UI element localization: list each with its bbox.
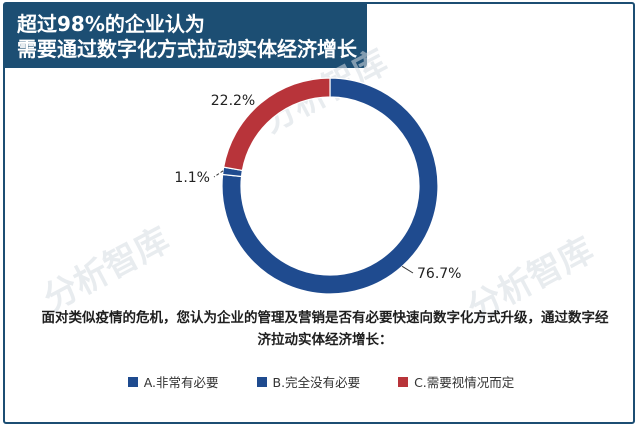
- legend-swatch: [398, 376, 409, 387]
- question-line-1: 面对类似疫情的危机，您认为企业的管理及营销是否有必要快速向数字化方式升级，通过数…: [41, 310, 609, 326]
- question-line-2: 济拉动实体经济增长：: [257, 332, 393, 348]
- donut-slice: [222, 77, 331, 172]
- legend-label: A.非常有必要: [143, 375, 219, 390]
- slice-value-label: 1.1%: [174, 170, 210, 186]
- slice-value-label: 22.2%: [211, 93, 255, 109]
- title-line-2: 需要通过数字化方式拉动实体经济增长: [17, 37, 357, 61]
- donut-slice: [221, 77, 439, 295]
- title-line-1: 超过98%的企业认为: [17, 12, 205, 36]
- survey-question: 面对类似疫情的危机，您认为企业的管理及营销是否有必要快速向数字化方式升级，通过数…: [35, 307, 615, 351]
- leader-line: [401, 265, 414, 274]
- legend-item: B.完全没有必要: [256, 372, 361, 391]
- legend-item: C.需要视情况而定: [398, 372, 514, 391]
- chart-legend: A.非常有必要 B.完全没有必要 C.需要视情况而定: [5, 372, 637, 391]
- chart-frame: 超过98%的企业认为 需要通过数字化方式拉动实体经济增长 分析智库 分析智库 分…: [3, 2, 635, 424]
- legend-item: A.非常有必要: [127, 372, 219, 391]
- legend-label: B.完全没有必要: [272, 375, 361, 390]
- title-banner: 超过98%的企业认为 需要通过数字化方式拉动实体经济增长: [5, 4, 367, 68]
- legend-swatch: [256, 376, 267, 387]
- legend-label: C.需要视情况而定: [414, 375, 515, 390]
- leader-line: [213, 170, 224, 178]
- slice-value-label: 76.7%: [417, 266, 461, 282]
- legend-swatch: [127, 376, 138, 387]
- donut-chart: 76.7% 1.1% 22.2%: [174, 77, 461, 295]
